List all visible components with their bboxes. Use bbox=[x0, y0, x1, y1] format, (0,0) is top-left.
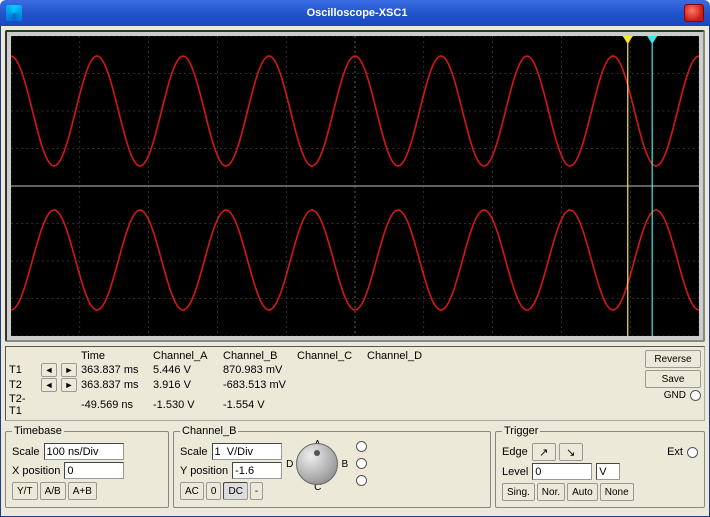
gnd-label: GND bbox=[664, 390, 686, 401]
timebase-legend: Timebase bbox=[12, 425, 64, 437]
t2-left[interactable]: ◄ bbox=[41, 378, 57, 392]
timebase-group: Timebase Scale X position Y/T A/B A+B bbox=[5, 425, 169, 508]
app-icon bbox=[6, 5, 22, 21]
tb-xpos-input[interactable] bbox=[64, 462, 124, 479]
scope-frame bbox=[5, 30, 705, 342]
tb-xpos-label: X position bbox=[12, 465, 60, 477]
auto-button[interactable]: Auto bbox=[567, 483, 598, 501]
t2-right[interactable]: ► bbox=[61, 378, 77, 392]
measurement-panel: Time Channel_A Channel_B Channel_C Chann… bbox=[5, 346, 705, 421]
t1-b: 870.983 mV bbox=[223, 364, 293, 376]
col-time: Time bbox=[81, 350, 149, 362]
col-cha: Channel_A bbox=[153, 350, 219, 362]
dt-a: -1.530 V bbox=[153, 399, 219, 411]
channel-knob[interactable] bbox=[296, 443, 338, 485]
reverse-button[interactable]: Reverse bbox=[645, 350, 701, 368]
zero-button[interactable]: 0 bbox=[206, 482, 222, 500]
ac-button[interactable]: AC bbox=[180, 482, 204, 500]
chb-scale-label: Scale bbox=[180, 446, 208, 458]
ext-radio[interactable] bbox=[687, 447, 698, 458]
trigger-group: Trigger Edge ↗ ↘ Ext Level Sing. bbox=[495, 425, 705, 508]
t2-b: -683.513 mV bbox=[223, 379, 293, 391]
chb-scale-input[interactable] bbox=[212, 443, 282, 460]
col-chb: Channel_B bbox=[223, 350, 293, 362]
trigger-legend: Trigger bbox=[502, 425, 540, 437]
nor-button[interactable]: Nor. bbox=[537, 483, 565, 501]
chb-radio2[interactable] bbox=[356, 458, 367, 469]
ab-button[interactable]: A/B bbox=[40, 482, 66, 500]
chb-legend: Channel_B bbox=[180, 425, 238, 437]
dash-button[interactable]: - bbox=[250, 482, 263, 500]
ext-label: Ext bbox=[667, 446, 683, 458]
save-button[interactable]: Save bbox=[645, 370, 701, 388]
edge-rising[interactable]: ↗ bbox=[532, 443, 556, 461]
t1-time: 363.837 ms bbox=[81, 364, 149, 376]
level-input[interactable] bbox=[532, 463, 592, 480]
t1-label: T1 bbox=[9, 364, 37, 376]
window-title: Oscilloscope-XSC1 bbox=[30, 7, 684, 19]
level-label: Level bbox=[502, 466, 528, 478]
edge-falling[interactable]: ↘ bbox=[559, 443, 583, 461]
channel-knob-group: A B C D bbox=[290, 441, 344, 489]
chb-radio3[interactable] bbox=[356, 475, 367, 486]
channelb-group: Channel_B Scale Y position AC bbox=[173, 425, 491, 508]
gnd-radio[interactable] bbox=[690, 390, 701, 401]
chb-ypos-input[interactable] bbox=[232, 462, 282, 479]
chb-ypos-label: Y position bbox=[180, 465, 228, 477]
tb-scale-label: Scale bbox=[12, 446, 40, 458]
dt-label: T2-T1 bbox=[9, 393, 37, 417]
chb-radio1[interactable] bbox=[356, 441, 367, 452]
col-chc: Channel_C bbox=[297, 350, 363, 362]
sing-button[interactable]: Sing. bbox=[502, 483, 535, 501]
none-button[interactable]: None bbox=[600, 483, 634, 501]
t2-time: 363.837 ms bbox=[81, 379, 149, 391]
edge-label: Edge bbox=[502, 446, 528, 458]
dt-time: -49.569 ns bbox=[81, 399, 149, 411]
aplusb-button[interactable]: A+B bbox=[68, 482, 97, 500]
col-chd: Channel_D bbox=[367, 350, 433, 362]
t2-a: 3.916 V bbox=[153, 379, 219, 391]
t2-label: T2 bbox=[9, 379, 37, 391]
dt-b: -1.554 V bbox=[223, 399, 293, 411]
level-unit[interactable] bbox=[596, 463, 620, 480]
scope-display bbox=[11, 36, 699, 336]
close-button[interactable] bbox=[684, 4, 704, 22]
t1-left[interactable]: ◄ bbox=[41, 363, 57, 377]
knob-d: D bbox=[286, 459, 293, 470]
t1-right[interactable]: ► bbox=[61, 363, 77, 377]
tb-scale-input[interactable] bbox=[44, 443, 124, 460]
titlebar: Oscilloscope-XSC1 bbox=[0, 0, 710, 26]
t1-a: 5.446 V bbox=[153, 364, 219, 376]
knob-b: B bbox=[341, 459, 348, 470]
yt-button[interactable]: Y/T bbox=[12, 482, 38, 500]
dc-button[interactable]: DC bbox=[223, 482, 247, 500]
